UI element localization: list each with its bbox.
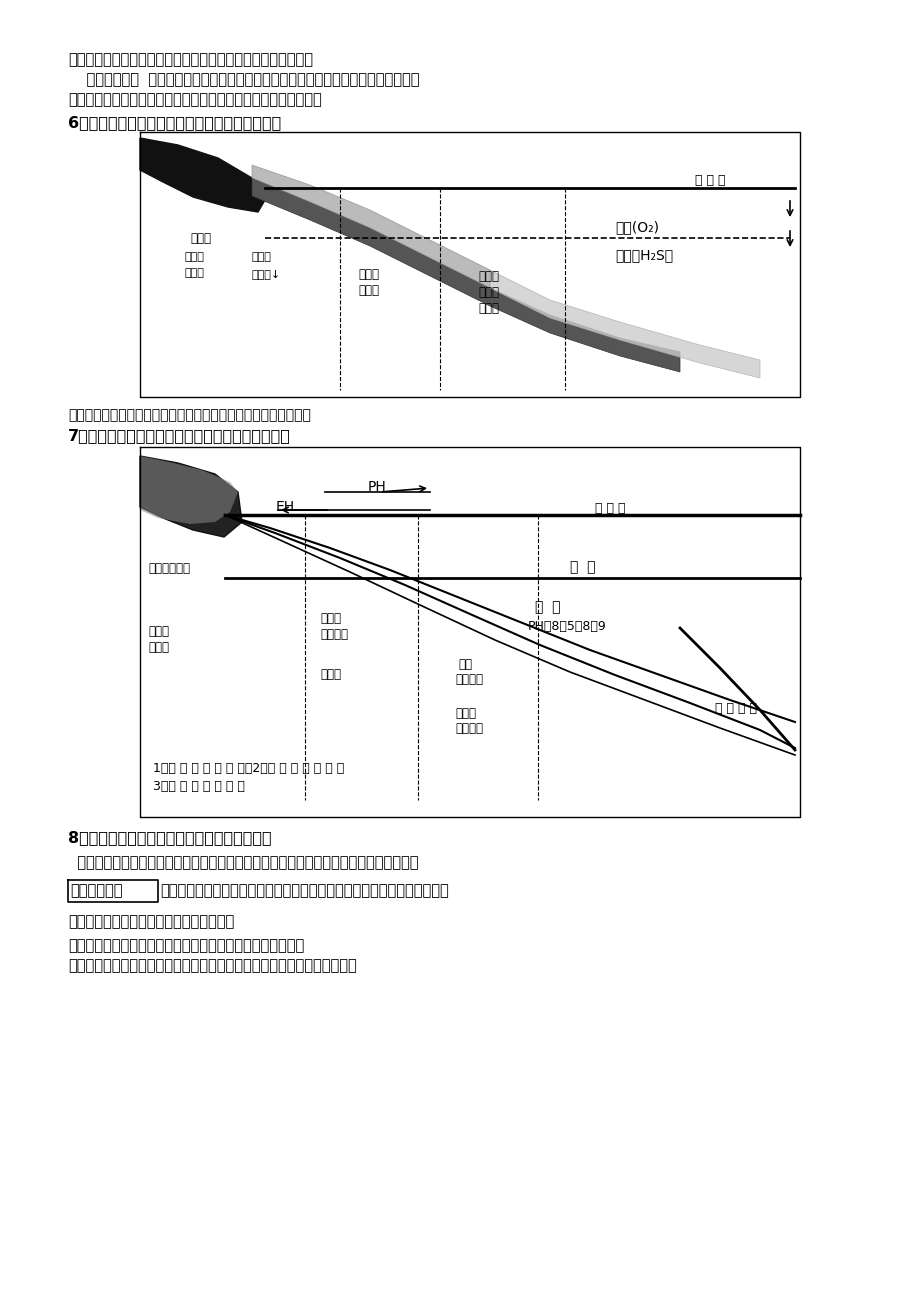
Text: 菱铁矿: 菱铁矿 (357, 284, 379, 297)
Text: 海 水 面: 海 水 面 (595, 503, 625, 516)
Text: EH: EH (276, 500, 295, 514)
Text: 硫化物: 硫化物 (478, 270, 498, 283)
Text: 地质构造条件  大多产生于地台区的沉积盖层；地槽带细碧角斑岩系中铜矿、火山岩系: 地质构造条件 大多产生于地台区的沉积盖层；地槽带细碧角斑岩系中铜矿、火山岩系 (68, 72, 419, 87)
Text: 氧化(O₂): 氧化(O₂) (614, 220, 658, 234)
Text: 硅酸盐: 硅酸盐 (252, 253, 272, 262)
Text: 白铁矿: 白铁矿 (478, 302, 498, 315)
Text: 现代砂矿和古代砂矿（阿扎尼亚维特瓦特斯兰德元古代变质金铀砾岩矿床）: 现代砂矿和古代砂矿（阿扎尼亚维特瓦特斯兰德元古代变质金铀砾岩矿床） (68, 958, 357, 973)
Polygon shape (252, 178, 679, 372)
Text: 鲕铁矿↓: 鲕铁矿↓ (252, 270, 281, 280)
Text: 沉积下来，使有用物质富集而形成的矿床。: 沉积下来，使有用物质富集而形成的矿床。 (68, 914, 234, 930)
Polygon shape (252, 165, 490, 288)
Text: 氧化物: 氧化物 (190, 232, 210, 245)
Text: 菱锰矿: 菱锰矿 (455, 707, 475, 720)
Polygon shape (140, 456, 238, 523)
Text: 7、画图简要说明胶体化学沉积锰矿的矿物相分带。: 7、画图简要说明胶体化学沉积锰矿的矿物相分带。 (68, 428, 290, 443)
Polygon shape (490, 270, 759, 378)
Text: 6、画图简要说明胶体化学沉积铁矿的矿物相分带: 6、画图简要说明胶体化学沉积铁矿的矿物相分带 (68, 115, 281, 130)
Text: 锰氧化物: 锰氧化物 (320, 628, 347, 641)
Text: 黄铁矿: 黄铁矿 (478, 286, 498, 299)
Text: 氧化矿物相带；硅酸盐矿物相带；碳酸盐矿物相带；硫化物相带；: 氧化矿物相带；硅酸盐矿物相带；碳酸盐矿物相带；硫化物相带； (68, 408, 311, 422)
Text: 8、举例说明沉积矿床的主要类型和矿产种类。: 8、举例说明沉积矿床的主要类型和矿产种类。 (68, 829, 271, 845)
Polygon shape (140, 456, 242, 536)
Text: 大 陆 斜 坡: 大 陆 斜 坡 (714, 702, 756, 715)
Text: 海 平 面: 海 平 面 (694, 174, 725, 187)
Text: 3－碳 酸 盐 矿 石 相 带: 3－碳 酸 盐 矿 石 相 带 (153, 780, 244, 793)
Text: 水锰矿: 水锰矿 (320, 668, 341, 681)
Text: 高低价: 高低价 (320, 612, 341, 625)
Text: 也称砂矿床，指地表碎屑物通过水等地质营力被搬运时，按体积和比重分别: 也称砂矿床，指地表碎屑物通过水等地质营力被搬运时，按体积和比重分别 (160, 883, 448, 898)
Text: 矿种：非常多，以金、铂、金刚石、锡、钛、锆等最为重要。: 矿种：非常多，以金、铂、金刚石、锡、钛、锆等最为重要。 (68, 937, 304, 953)
Text: 机械沉积矿床: 机械沉积矿床 (70, 883, 122, 898)
Text: 根据成矿物质物理化学特点、成矿物质来源和成矿作用的地质特征，可以分为以下四种：: 根据成矿物质物理化学特点、成矿物质来源和成矿作用的地质特征，可以分为以下四种： (68, 855, 418, 870)
Text: 还原（H₂S）: 还原（H₂S） (614, 247, 673, 262)
Text: PH: PH (368, 480, 386, 493)
Text: PH＞8．5－8．9: PH＞8．5－8．9 (528, 620, 607, 633)
Text: 赤铁矿: 赤铁矿 (185, 253, 205, 262)
Text: 硬锰矿: 硬锰矿 (148, 641, 169, 654)
Text: 锰氧化物: 锰氧化物 (455, 673, 482, 686)
Text: 碳酸盐: 碳酸盐 (357, 268, 379, 281)
Polygon shape (140, 138, 267, 212)
Text: 褐铁矿: 褐铁矿 (185, 268, 205, 279)
Text: 高价锰氧化物: 高价锰氧化物 (148, 562, 190, 575)
Text: 中的铁矿床和重晶石矿床。地槽带内的断陷盆地中常产有盐类矿床: 中的铁矿床和重晶石矿床。地槽带内的断陷盆地中常产有盐类矿床 (68, 92, 322, 107)
Text: 软锰矿: 软锰矿 (148, 625, 169, 638)
Text: 1－软 锰 矿 矿 石 相 带；2－水 锰 矿 矿 石 相 带: 1－软 锰 矿 矿 石 相 带；2－水 锰 矿 矿 石 相 带 (153, 762, 344, 775)
Text: 氧  化: 氧 化 (570, 560, 595, 574)
Text: 还  原: 还 原 (535, 600, 560, 615)
Text: 锰方解石: 锰方解石 (455, 723, 482, 736)
Text: 矿；潮下深水相；盐类：陆相碎屑岩、海相碎屑岩、碳酸盐岩系: 矿；潮下深水相；盐类：陆相碎屑岩、海相碎屑岩、碳酸盐岩系 (68, 52, 312, 66)
Text: 低价: 低价 (458, 658, 471, 671)
